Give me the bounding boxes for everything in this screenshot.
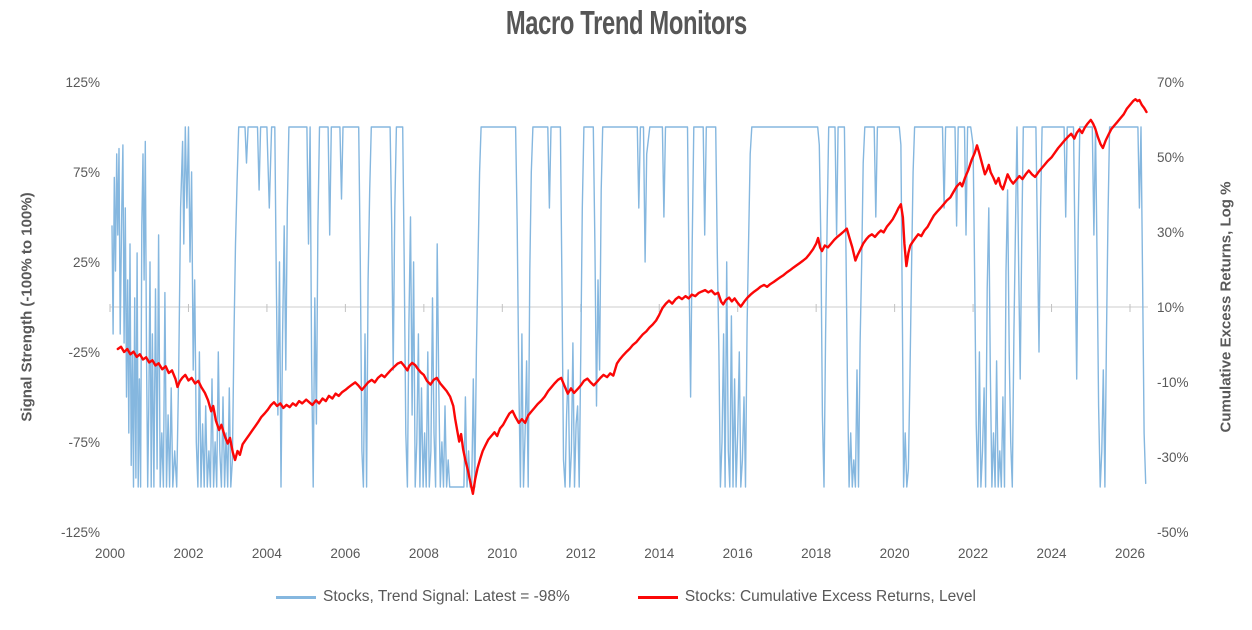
trend-signal-legend-label: Stocks, Trend Signal: Latest = -98%: [322, 588, 570, 605]
x-tick-label: 2004: [252, 546, 283, 561]
trend-signal-line-swatch: [275, 595, 316, 599]
excess-returns-legend-label: Stocks: Cumulative Excess Returns, Level: [684, 588, 976, 605]
x-tick-label: 2010: [487, 546, 517, 561]
x-tick-label: 2014: [644, 546, 675, 561]
x-tick-label: 2008: [409, 546, 439, 561]
x-tick-label: 2020: [880, 546, 910, 561]
excess-returns-line: [116, 98, 1148, 495]
left-axis-tick-label: -125%: [61, 525, 100, 540]
left-axis-tick-label: 75%: [73, 165, 100, 180]
right-axis-tick-label: 70%: [1157, 75, 1184, 90]
right-axis-tick-label: 50%: [1157, 150, 1184, 165]
x-tick-label: 2018: [801, 546, 831, 561]
right-axis-tick-label: 10%: [1157, 300, 1184, 315]
x-tick-label: 2016: [723, 546, 753, 561]
x-tick-label: 2012: [566, 546, 596, 561]
x-tick-label: 2000: [95, 546, 125, 561]
left-axis-tick-label: 25%: [73, 255, 100, 270]
legend-item-trend-signal[interactable]: Stocks, Trend Signal: Latest = -98%: [275, 588, 570, 606]
right-axis-tick-label: -10%: [1157, 375, 1189, 390]
chart-title: Macro Trend Monitors: [0, 4, 1252, 42]
left-axis-tick-label: -75%: [68, 435, 100, 450]
trend-signal-line: [111, 126, 1147, 488]
right-axis-tick-label: 30%: [1157, 225, 1184, 240]
x-tick-label: 2026: [1115, 546, 1145, 561]
excess-returns-line-swatch: [637, 595, 678, 599]
x-tick-label: 2006: [330, 546, 360, 561]
x-tick-label: 2022: [958, 546, 988, 561]
legend-item-excess-returns[interactable]: Stocks: Cumulative Excess Returns, Level: [637, 588, 976, 606]
x-tick-label: 2024: [1037, 546, 1068, 561]
chart-legend: Stocks, Trend Signal: Latest = -98% Stoc…: [0, 588, 1252, 606]
left-axis-tick-label: -25%: [68, 345, 100, 360]
right-axis-tick-label: -50%: [1157, 525, 1189, 540]
right-axis-tick-label: -30%: [1157, 450, 1189, 465]
chart-title-text: Macro Trend Monitors: [505, 4, 747, 41]
x-tick-label: 2002: [173, 546, 203, 561]
left-axis-tick-label: 125%: [65, 75, 100, 90]
